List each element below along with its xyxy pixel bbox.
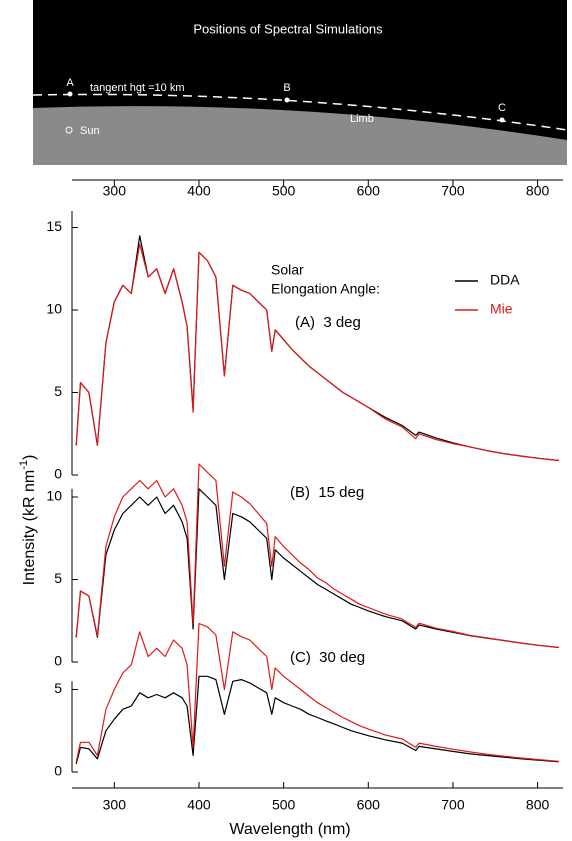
x-tick-label: 800 — [526, 797, 550, 813]
legend-title: Solar — [271, 262, 304, 278]
spectrum-line — [75, 675, 559, 764]
spectrum-line — [75, 463, 559, 649]
y-tick-label: 5 — [54, 570, 62, 586]
y-tick-label: 0 — [54, 466, 62, 482]
limb-label: Limb — [350, 113, 374, 125]
x-tick-label: 500 — [272, 183, 296, 199]
x-tick-label: 500 — [272, 797, 296, 813]
x-tick-label: 400 — [187, 183, 211, 199]
y-tick-label: 0 — [54, 653, 62, 669]
spectrum-line — [75, 622, 559, 763]
panel-label: (C) 30 deg — [290, 649, 365, 666]
tangent-label: tangent hgt =10 km — [90, 82, 184, 94]
label-a: A — [66, 77, 74, 89]
x-axis-title: Wavelength (nm) — [229, 821, 350, 838]
x-tick-label: 700 — [441, 797, 465, 813]
legend-label: Mie — [490, 301, 513, 317]
y-tick-label: 10 — [46, 301, 62, 317]
panel-label: (A) 3 deg — [295, 314, 361, 331]
panel-label: (B) 15 deg — [290, 484, 364, 501]
spectrum-line — [75, 235, 559, 462]
diagram-title: Positions of Spectral Simulations — [193, 21, 383, 36]
legend-title: Elongation Angle: — [271, 281, 380, 297]
x-tick-label: 600 — [357, 183, 381, 199]
x-tick-label: 300 — [103, 797, 127, 813]
x-tick-label: 800 — [526, 183, 550, 199]
x-tick-label: 600 — [357, 797, 381, 813]
legend-label: DDA — [490, 272, 520, 288]
x-tick-label: 700 — [441, 183, 465, 199]
y-tick-label: 0 — [54, 763, 62, 779]
point-c — [499, 117, 505, 123]
y-tick-label: 5 — [54, 383, 62, 399]
x-tick-label: 300 — [103, 183, 127, 199]
label-c: C — [498, 102, 506, 114]
x-tick-label: 400 — [187, 797, 211, 813]
y-axis-title: Intensity (kR nm-1) — [18, 455, 38, 586]
sun-symbol — [65, 126, 73, 134]
label-b: B — [283, 82, 290, 94]
point-a — [67, 91, 73, 97]
point-b — [284, 97, 290, 103]
earth — [33, 106, 567, 165]
y-tick-label: 5 — [54, 680, 62, 696]
y-tick-label: 15 — [46, 218, 62, 234]
spectrum-line — [75, 488, 559, 649]
spectrum-line — [75, 243, 559, 462]
sun-label: Sun — [80, 125, 100, 137]
y-tick-label: 10 — [46, 488, 62, 504]
